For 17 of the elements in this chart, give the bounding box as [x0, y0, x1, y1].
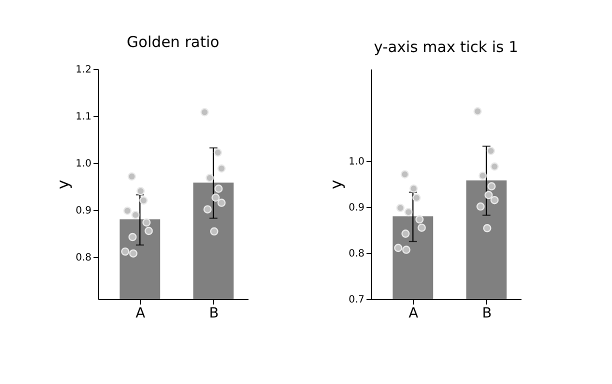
y-tick-label: 1.2 — [76, 64, 92, 76]
x-tick-label: B — [209, 306, 219, 322]
chart-title: y-axis max tick is 1 — [374, 38, 518, 56]
y-axis-title: y — [326, 180, 346, 190]
y-tick-label: 0.9 — [76, 205, 92, 216]
y-tick-label: 1.1 — [76, 111, 92, 122]
x-tick-label: A — [136, 306, 146, 322]
y-tick-label: 0.9 — [348, 202, 364, 214]
y-tick-label: 1.0 — [348, 156, 364, 168]
x-tick-label: B — [482, 306, 492, 322]
y-tick-label: 0.7 — [348, 294, 364, 306]
y-tick-label: 1.0 — [76, 158, 92, 170]
chart-title: Golden ratio — [126, 33, 220, 51]
y-axis-title: y — [54, 180, 73, 190]
y-tick-label: 0.8 — [76, 252, 92, 264]
x-tick-label: A — [408, 306, 419, 322]
y-tick-label: 0.8 — [348, 248, 364, 260]
